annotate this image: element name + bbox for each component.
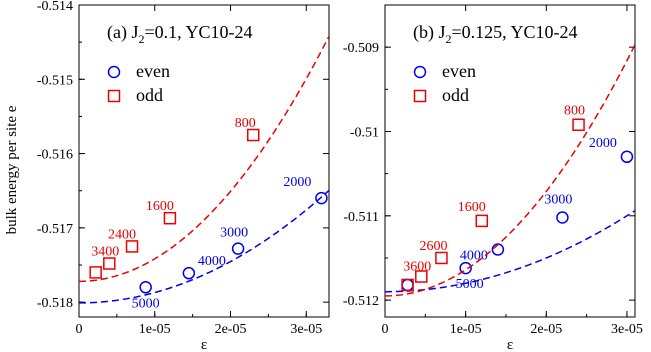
data-label-even: 4000 [460, 249, 488, 264]
point-odd [572, 118, 585, 131]
data-label-odd: 2400 [108, 227, 136, 242]
y-tick-label: -0.509 [343, 41, 379, 56]
panel-title: (b) J2=0.125, YC10-24 [413, 22, 577, 46]
legend-label-odd: odd [136, 85, 163, 105]
x-axis-title: ε [507, 337, 513, 352]
point-odd [163, 211, 177, 225]
point-odd [401, 278, 414, 292]
data-label-even: 2000 [589, 136, 617, 151]
legend-marker-odd [107, 89, 121, 103]
panel-title: (a) J2=0.1, YC10-24 [107, 22, 252, 46]
x-tick-label: 1e-05 [450, 322, 482, 337]
point-even [620, 150, 634, 164]
fit-curve-even [79, 189, 329, 304]
y-tick-label: -0.516 [37, 148, 73, 163]
data-label-odd: 3400 [91, 245, 119, 260]
data-label-odd: 800 [564, 104, 585, 119]
fit-curve-even [385, 210, 635, 293]
point-odd [475, 214, 489, 228]
plot-frame [78, 4, 330, 318]
point-even [556, 211, 569, 224]
point-even [315, 191, 328, 205]
y-tick-label: -0.51 [350, 125, 379, 140]
point-even [401, 278, 414, 292]
data-label-odd: 1600 [146, 199, 174, 214]
point-even [182, 266, 196, 280]
data-label-even: 2000 [283, 175, 311, 190]
y-tick-label: -0.515 [37, 73, 73, 88]
data-label-even: 5000 [456, 277, 484, 292]
legend-label-odd: odd [442, 85, 469, 105]
legend-marker-odd [413, 89, 427, 103]
y-tick-label: -0.518 [37, 296, 73, 311]
x-axis-title: ε [201, 337, 207, 352]
point-odd [435, 251, 448, 265]
point-odd [246, 128, 260, 142]
data-label-odd: 3600 [403, 260, 431, 275]
panel-a: 0 1e-05 2e-05 3e-05 -0.518 -0.517 -0.516 -0.515… [37, 0, 330, 352]
y-tick-label: -0.514 [37, 0, 73, 14]
legend-label-even: even [136, 61, 170, 81]
y-axis-title: bulk energy per site e [4, 105, 20, 234]
point-odd [415, 270, 428, 283]
point-odd [125, 240, 139, 253]
legend-label-even: even [442, 61, 476, 81]
panel-b: 0 1e-05 2e-05 3e-05 -0.512 -0.511 -0.51 -0.509 ε… [343, 4, 643, 352]
y-tick-label: -0.512 [343, 294, 379, 309]
y-tick-label: -0.511 [343, 210, 379, 225]
x-tick-label: 2e-05 [215, 322, 247, 337]
x-tick-label: 2e-05 [530, 322, 562, 337]
data-label-even: 4000 [198, 254, 226, 269]
point-even [459, 261, 472, 275]
legend-marker-even [413, 65, 427, 79]
data-label-even: 5000 [132, 296, 160, 311]
point-even [231, 242, 245, 255]
x-tick-label: 0 [76, 322, 83, 337]
point-odd [103, 257, 116, 270]
data-label-even: 3000 [220, 226, 248, 241]
y-tick-label: -0.517 [37, 222, 73, 237]
plot-frame [384, 4, 636, 318]
data-label-odd: 2600 [419, 239, 447, 254]
x-tick-label: 0 [382, 322, 389, 337]
x-tick-label: 3e-05 [611, 322, 643, 337]
data-label-odd: 800 [235, 116, 256, 131]
x-tick-label: 3e-05 [290, 322, 322, 337]
data-label-odd: 1600 [458, 200, 486, 215]
fit-curve-odd [385, 44, 635, 297]
x-tick-label: 1e-05 [139, 322, 171, 337]
legend-marker-even [107, 65, 121, 79]
data-label-even: 3000 [544, 192, 572, 207]
point-even [139, 281, 152, 294]
fit-curve-odd [79, 35, 329, 283]
point-odd [89, 266, 102, 279]
